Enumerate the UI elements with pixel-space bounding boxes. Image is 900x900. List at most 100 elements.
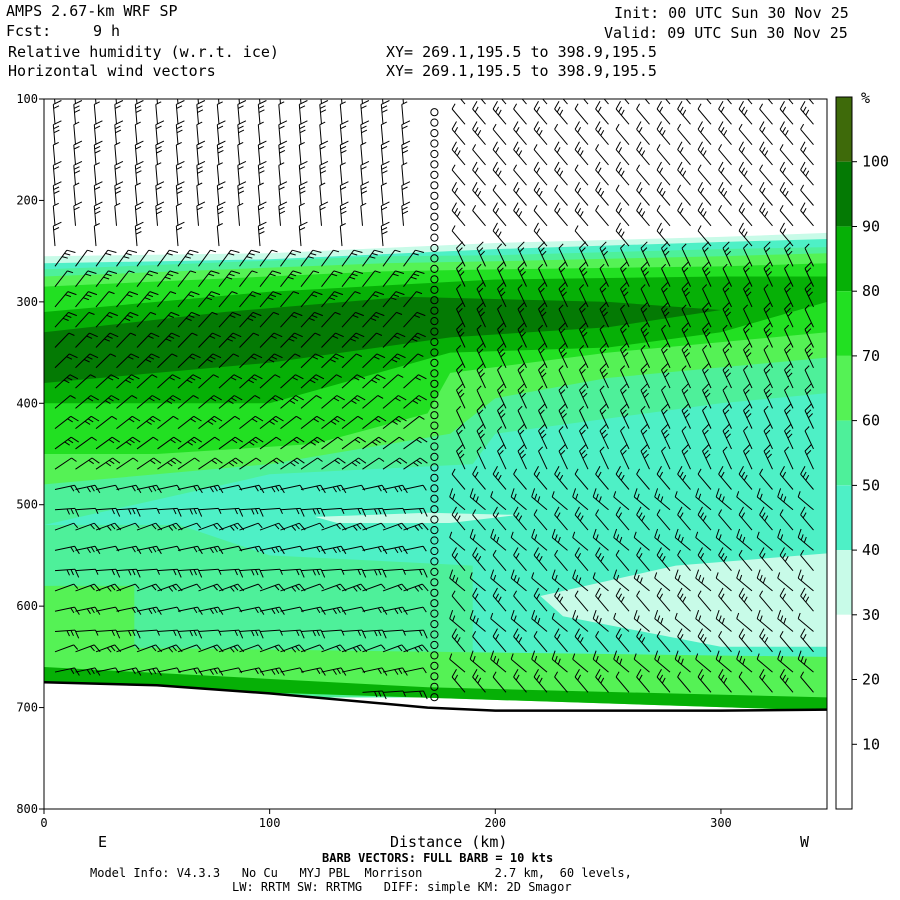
- wind-barb: [718, 182, 732, 206]
- wind-barb: [517, 444, 527, 470]
- wind-barb: [198, 311, 218, 328]
- wind-barb: [239, 332, 260, 348]
- wind-barb: [779, 466, 794, 490]
- wind-barb: [216, 101, 223, 125]
- wind-barb: [196, 201, 206, 226]
- wind-barb: [403, 353, 424, 369]
- wind-barb: [116, 436, 141, 450]
- wind-barb: [558, 426, 568, 450]
- wind-barb: [456, 261, 466, 287]
- wind-barb: [574, 103, 589, 125]
- wind-barb: [677, 202, 691, 227]
- wind-barb: [238, 99, 240, 105]
- wind-barb: [779, 182, 794, 206]
- calm-marker: [430, 233, 439, 242]
- wind-barb: [321, 457, 346, 470]
- calm-marker: [430, 620, 439, 629]
- wind-barb: [738, 671, 753, 693]
- wind-barb: [382, 457, 408, 470]
- wind-barb: [239, 436, 264, 450]
- wind-barb: [403, 606, 427, 613]
- calm-marker: [430, 108, 439, 117]
- wind-barb: [697, 668, 712, 693]
- wind-barb: [551, 650, 568, 673]
- wind-barb: [451, 141, 466, 166]
- wind-barb: [403, 457, 428, 470]
- wind-barb: [718, 121, 732, 145]
- wind-barb: [702, 345, 712, 368]
- wind-barb: [116, 353, 140, 369]
- wind-barb: [579, 241, 589, 267]
- wind-barb: [134, 221, 144, 247]
- wind-barb: [382, 568, 406, 575]
- wind-barb: [321, 311, 341, 328]
- wind-barb: [715, 609, 732, 632]
- wind-barb: [300, 374, 325, 389]
- wind-barb: [456, 284, 466, 308]
- colorbar: 10 20 30 40 50 60 70 80 90 100: [835, 96, 889, 810]
- wind-barb: [759, 668, 773, 693]
- wind-barb: [257, 201, 267, 226]
- wind-barb: [554, 123, 568, 145]
- y-tick-label: 200: [16, 193, 38, 207]
- calm-marker: [430, 640, 439, 650]
- wind-barb: [620, 444, 630, 470]
- wind-barb: [517, 345, 527, 368]
- wind-barb: [460, 99, 466, 105]
- colorbar-bin: [836, 550, 852, 615]
- wind-barb: [533, 668, 548, 693]
- wind-barb: [574, 225, 589, 247]
- wind-barb: [198, 332, 221, 348]
- wind-barb: [501, 99, 507, 105]
- wind-barb: [497, 282, 507, 308]
- wind-barb: [403, 436, 428, 450]
- calm-marker: [430, 557, 439, 566]
- wind-barb: [134, 100, 144, 125]
- init-time: Init: 00 UTC Sun 30 Nov 25: [614, 4, 849, 22]
- wind-barb: [595, 204, 609, 227]
- wind-barb: [451, 182, 466, 206]
- wind-barb: [763, 383, 773, 409]
- wind-barb: [257, 221, 267, 247]
- wind-barb: [321, 507, 345, 515]
- wind-barb: [362, 644, 386, 653]
- wind-barb: [95, 436, 120, 450]
- wind-barb: [538, 403, 548, 429]
- wind-barb: [155, 162, 162, 186]
- wind-barb: [718, 466, 732, 490]
- wind-barb: [300, 270, 320, 287]
- calm-marker: [430, 327, 439, 336]
- wind-barb: [52, 120, 62, 145]
- wind-barb: [490, 612, 507, 632]
- wind-barb: [572, 531, 589, 551]
- wind-barb: [677, 141, 691, 166]
- wind-barb: [715, 650, 732, 673]
- wind-barb: [472, 121, 486, 145]
- wind-barb: [697, 141, 712, 166]
- wind-barb: [198, 457, 223, 470]
- wind-barb: [615, 587, 630, 612]
- wind-barb: [218, 374, 243, 389]
- wind-barb: [341, 374, 366, 389]
- wind-barb: [656, 144, 671, 166]
- wind-barb: [218, 436, 243, 450]
- wind-barb: [800, 141, 814, 166]
- wind-barb: [380, 140, 390, 165]
- wind-barb: [382, 291, 405, 308]
- calm-marker: [430, 254, 439, 263]
- wind-barb: [674, 528, 691, 551]
- wind-barb: [595, 466, 609, 490]
- wind-barb: [75, 436, 97, 450]
- wind-barb: [362, 353, 386, 369]
- wind-barb: [599, 363, 609, 389]
- colorbar-tick-label: 30: [862, 606, 880, 624]
- wind-barb: [339, 120, 349, 145]
- wind-barb: [114, 141, 121, 165]
- wind-barb: [382, 545, 408, 555]
- wind-barb: [738, 628, 753, 653]
- colorbar-tick-label: 10: [862, 735, 880, 753]
- calm-marker: [430, 672, 439, 681]
- wind-barb: [54, 291, 77, 308]
- wind-barb: [319, 182, 326, 206]
- wind-barb: [554, 141, 568, 166]
